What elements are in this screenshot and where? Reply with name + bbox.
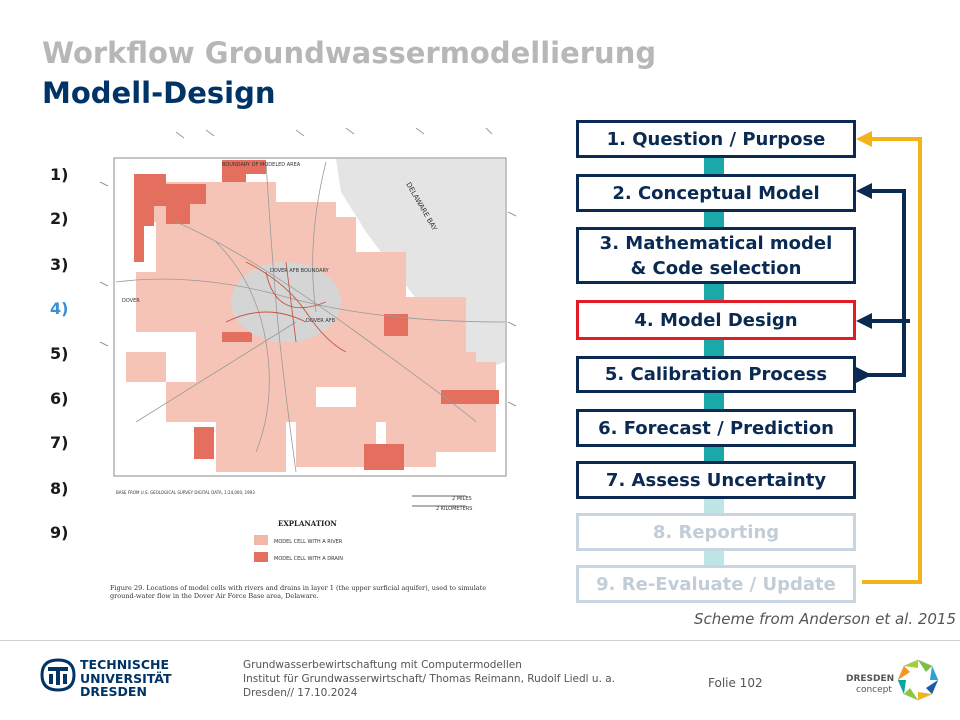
map-label-afb-boundary: DOVER AFB BOUNDARY xyxy=(270,268,330,274)
workflow-step-uncertainty: 7. Assess Uncertainty xyxy=(576,461,856,499)
workflow-step-mathematical-model: 3. Mathematical model & Code selection xyxy=(576,227,856,284)
figure-caption: Figure 29. Locations of model cells with… xyxy=(110,584,487,600)
workflow-step-reporting: 8. Reporting xyxy=(576,513,856,551)
page-title: Modell-Design xyxy=(42,76,276,110)
dresden-concept-logo-icon xyxy=(897,659,939,701)
footer-date: Dresden// 17.10.2024 xyxy=(243,687,358,699)
outline-number-6: 6) xyxy=(50,389,69,408)
dresden-concept-wordmark: DRESDEN concept xyxy=(846,674,895,695)
feedback-arrow-design xyxy=(856,313,872,329)
tu-dresden-logo-icon xyxy=(40,658,76,692)
footer-course: Grundwasserbewirtschaftung mit Computerm… xyxy=(243,659,522,671)
supertitle: Workflow Groundwassermodellierung xyxy=(42,36,657,70)
outline-number-2: 2) xyxy=(50,209,69,228)
outline-number-8: 8) xyxy=(50,479,69,498)
feedback-arrow-calibration xyxy=(858,189,906,377)
feedback-arrow-update xyxy=(862,137,922,584)
explanation-title: EXPLANATION xyxy=(278,519,337,528)
scale-km: 2 KILOMETERS xyxy=(436,506,472,512)
map-label-boundary: BOUNDARY OF MODELED AREA xyxy=(222,162,301,168)
workflow-step-forecast: 6. Forecast / Prediction xyxy=(576,409,856,447)
outline-number-3: 3) xyxy=(50,255,69,274)
workflow-step-reevaluate: 9. Re-Evaluate / Update xyxy=(576,565,856,603)
outline-number-5: 5) xyxy=(50,344,69,363)
footer-divider xyxy=(0,640,960,641)
outline-number-7: 7) xyxy=(50,433,69,452)
workflow-step-conceptual-model: 2. Conceptual Model xyxy=(576,174,856,212)
legend-label-drain: MODEL CELL WITH A DRAIN xyxy=(274,556,343,562)
map-label-dover: DOVER xyxy=(122,298,140,304)
footer-institute: Institut für Grundwasserwirtschaft/ Thom… xyxy=(243,673,616,685)
map-label-afb: DOVER AFB xyxy=(306,318,336,324)
source-caption: Scheme from Anderson et al. 2015 xyxy=(694,610,957,628)
scale-miles: 2 MILES xyxy=(452,496,472,502)
tu-dresden-wordmark: TECHNISCHE UNIVERSITÄT DRESDEN xyxy=(80,657,172,699)
footer-info: Grundwasserbewirtschaftung mit Computerm… xyxy=(243,658,615,700)
legend-swatch-drain xyxy=(254,552,268,562)
legend-swatch-river xyxy=(254,535,268,545)
outline-number-1: 1) xyxy=(50,165,69,184)
slide-number: Folie 102 xyxy=(708,676,763,690)
outline-number-9: 9) xyxy=(50,523,69,542)
outline-number-4: 4) xyxy=(50,299,69,318)
groundwater-model-map-figure: BOUNDARY OF MODELED AREA DELAWARE BAY DO… xyxy=(99,127,517,600)
workflow-step-calibration: 5. Calibration Process xyxy=(576,356,856,393)
workflow-connectors xyxy=(704,131,922,584)
legend-label-river: MODEL CELL WITH A RIVER xyxy=(274,539,343,545)
workflow-step-model-design: 4. Model Design xyxy=(576,300,856,340)
workflow-step-question: 1. Question / Purpose xyxy=(576,120,856,158)
map-base-note: BASE FROM U.S. GEOLOGICAL SURVEY DIGITAL… xyxy=(116,490,255,495)
